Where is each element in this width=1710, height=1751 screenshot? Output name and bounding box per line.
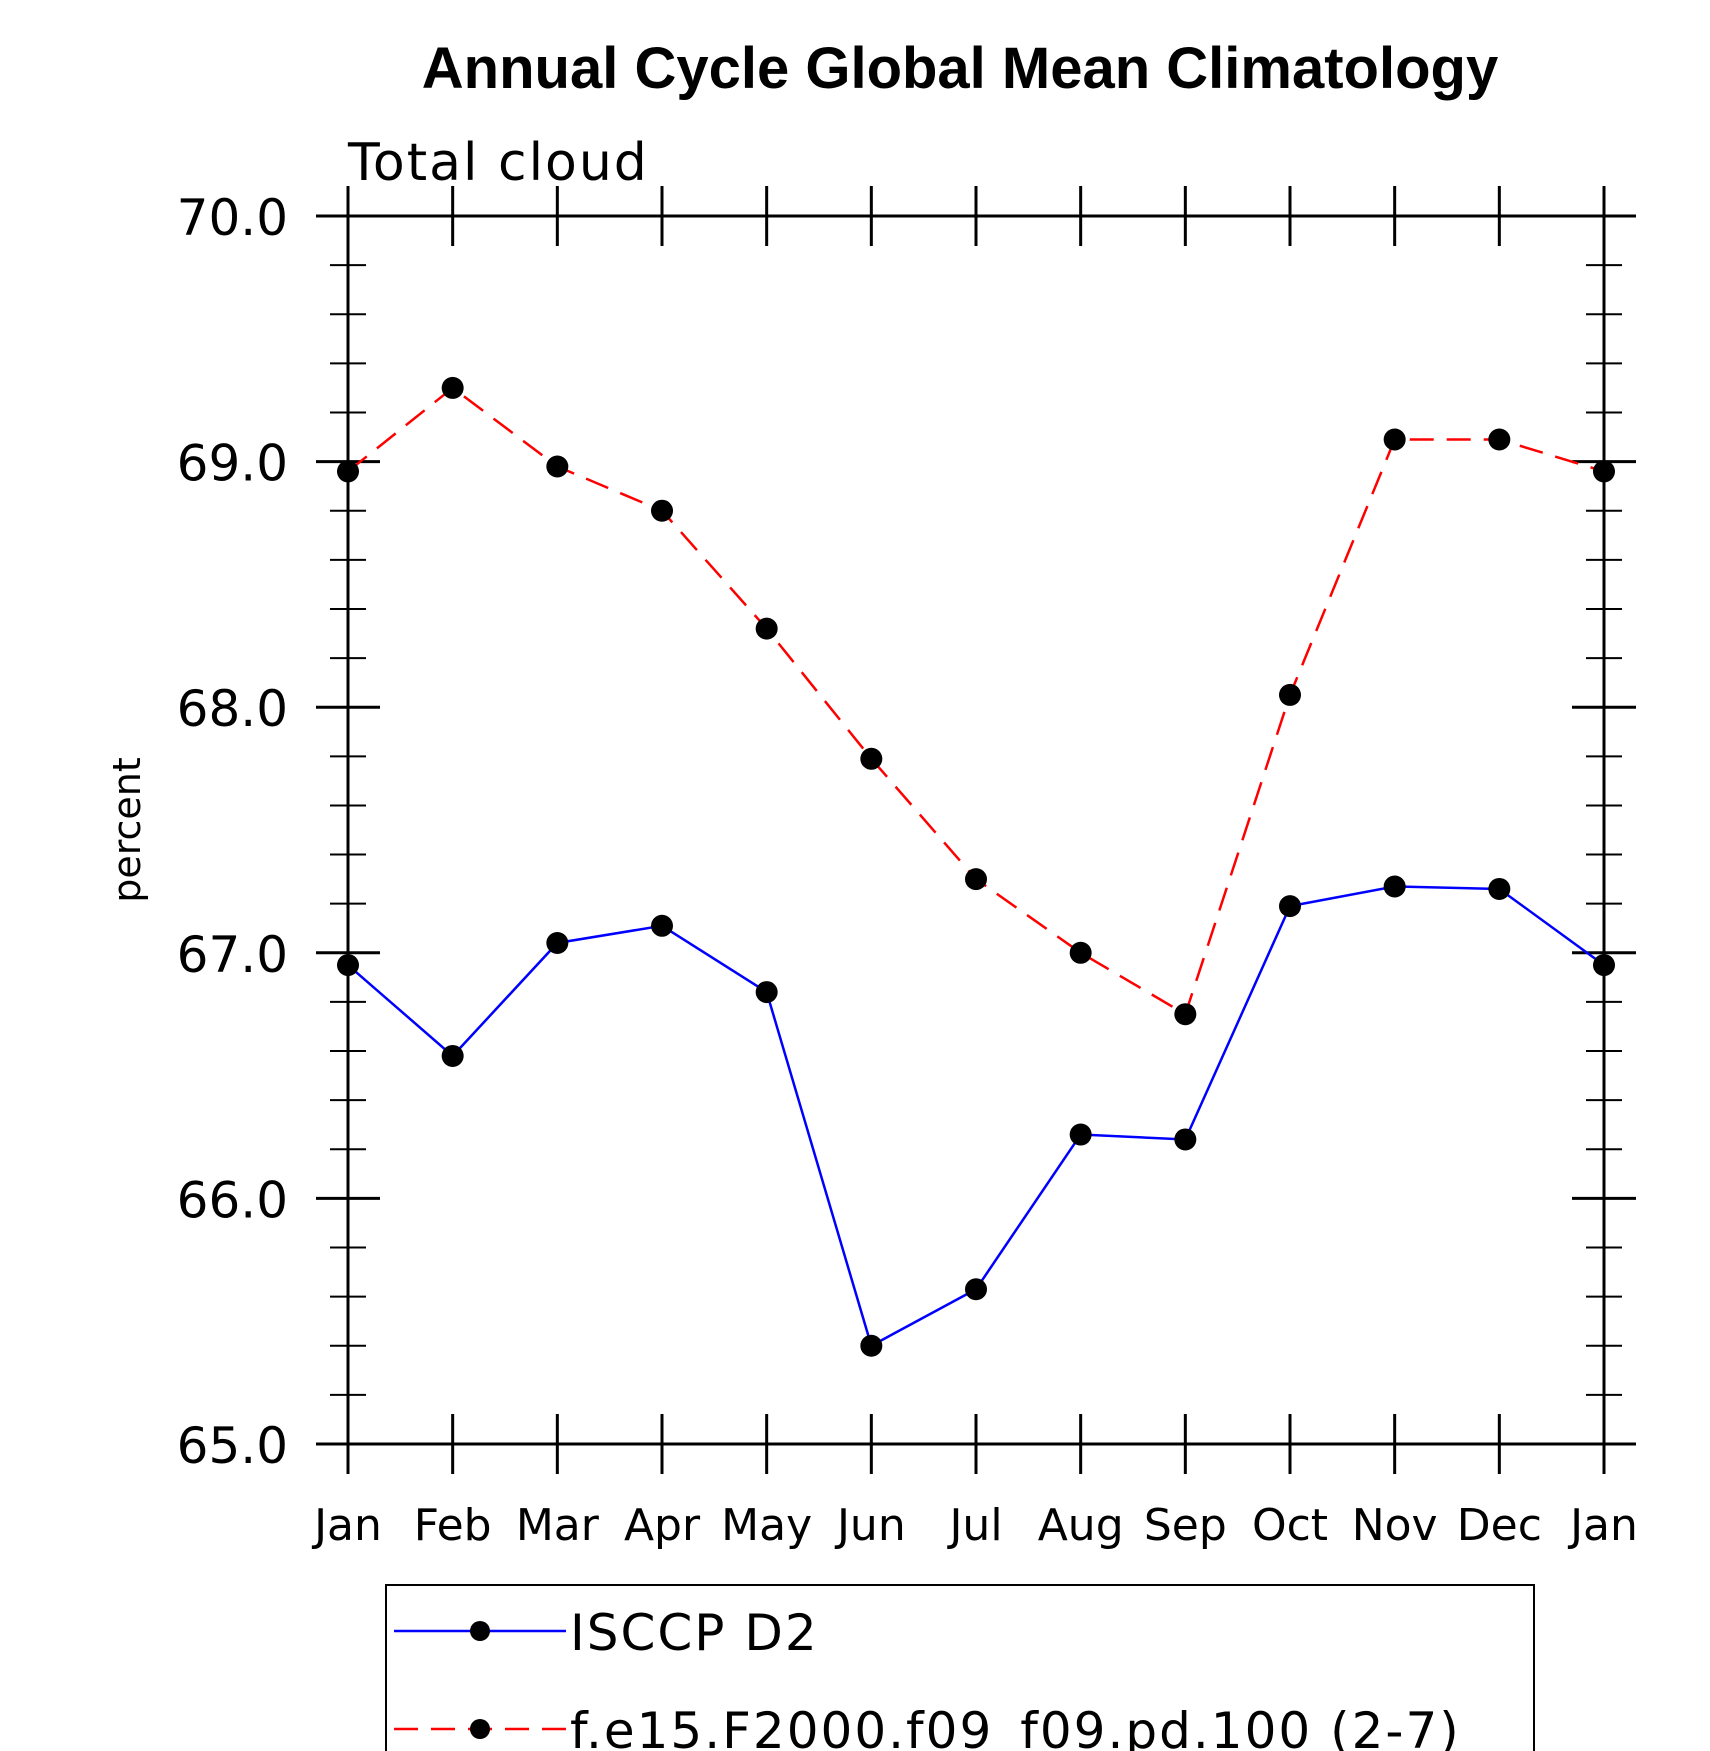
x-tick-label: Nov <box>1352 1500 1438 1551</box>
series-0-point <box>755 981 778 1004</box>
series-0-point <box>1488 877 1511 900</box>
series-1-point <box>965 868 987 891</box>
series-0-point <box>651 914 673 937</box>
chart-subtitle: Total cloud <box>347 133 649 193</box>
y-tick-labels: 70.0 69.0 68.0 67.0 66.0 65.0 <box>177 189 288 1475</box>
x-tick-label: Apr <box>624 1500 701 1551</box>
series-0-point <box>860 1334 883 1357</box>
series-0-point <box>965 1278 987 1301</box>
series-0-point <box>441 1044 464 1067</box>
x-tick-label: Feb <box>414 1500 492 1551</box>
series-0-point <box>1593 954 1615 977</box>
series-1-point <box>1069 941 1092 964</box>
x-tick-label: Jan <box>311 1500 382 1551</box>
series-1-point <box>1279 683 1301 706</box>
legend: ISCCP D2 f.e15.F2000.f09_f09.pd.100 (2-7… <box>385 1584 1535 1751</box>
legend-marker-model <box>470 1719 490 1739</box>
y-tick-label: 66.0 <box>177 1171 288 1229</box>
series-0-point <box>1174 1128 1197 1151</box>
series-1-point <box>546 455 569 478</box>
y-tick-label: 69.0 <box>177 435 288 493</box>
x-tick-label: Aug <box>1038 1500 1124 1551</box>
legend-marker-isccp <box>470 1621 490 1641</box>
y-tick-label: 65.0 <box>177 1417 288 1475</box>
series-0-point <box>1383 875 1406 898</box>
chart-title: Annual Cycle Global Mean Climatology <box>422 36 1498 101</box>
x-tick-label: Jun <box>834 1500 906 1551</box>
series-1-point <box>1174 1003 1197 1026</box>
series-line-1 <box>347 386 1605 1017</box>
series-layer <box>337 376 1615 1357</box>
series-0-point <box>546 931 569 954</box>
series-0-point <box>1279 895 1301 918</box>
series-line-0 <box>347 885 1605 1348</box>
series-1-point <box>755 617 778 640</box>
x-tick-label: Sep <box>1144 1500 1227 1551</box>
x-tick-label: May <box>721 1500 812 1551</box>
series-1-point <box>651 499 673 522</box>
series-0-point <box>1069 1123 1092 1146</box>
series-1-point <box>1488 428 1511 451</box>
legend-label-isccp: ISCCP D2 <box>570 1604 819 1662</box>
x-tick-label: Jul <box>946 1500 1002 1551</box>
x-tick-labels: Jan Feb Mar Apr May Jun Jul Aug Sep Oct Nov Dec Jan <box>311 1500 1638 1551</box>
series-1-point <box>441 376 464 399</box>
y-tick-label: 70.0 <box>177 189 288 247</box>
series-0-point <box>337 954 359 977</box>
y-tick-label: 68.0 <box>177 680 288 738</box>
x-tick-label: Jan <box>1567 1500 1638 1551</box>
tick-marks <box>316 186 1636 1474</box>
series-1-point <box>337 460 359 483</box>
series-1-point <box>1383 428 1406 451</box>
plot-frame <box>346 214 1606 1446</box>
x-tick-label: Mar <box>516 1500 600 1551</box>
x-tick-label: Dec <box>1457 1500 1542 1551</box>
y-axis-label: percent <box>105 757 149 903</box>
series-1-point <box>1593 460 1615 483</box>
y-tick-label: 67.0 <box>177 926 288 984</box>
legend-label-model: f.e15.F2000.f09_f09.pd.100 (2-7) <box>570 1702 1461 1751</box>
series-1-point <box>860 747 883 770</box>
x-tick-label: Oct <box>1252 1500 1328 1551</box>
legend-box <box>385 1584 1535 1751</box>
